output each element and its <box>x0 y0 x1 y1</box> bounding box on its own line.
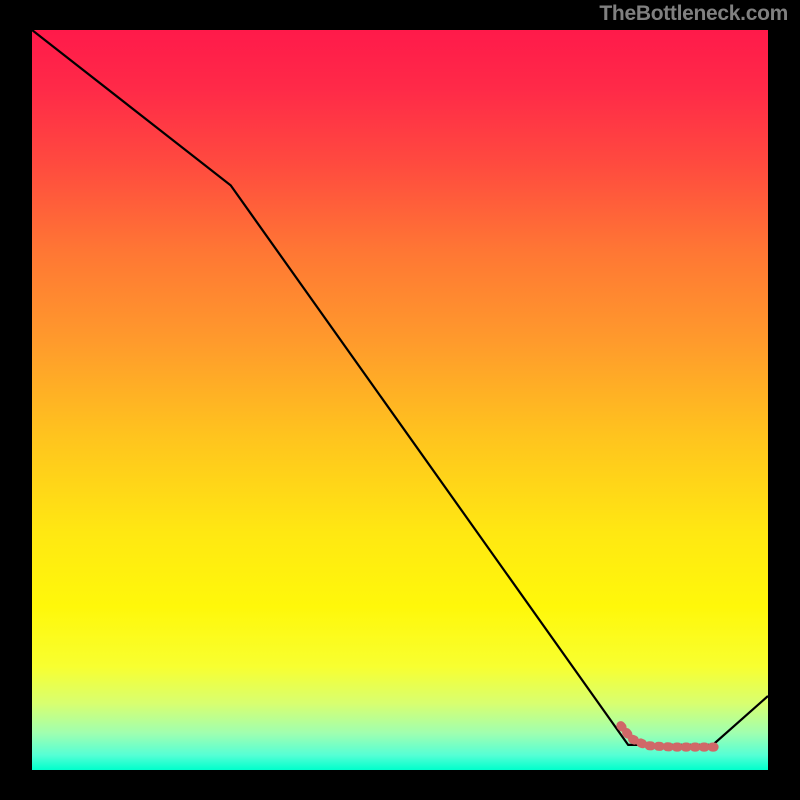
marker-curve <box>621 726 720 747</box>
chart-container: TheBottleneck.com <box>0 0 800 800</box>
plot-area <box>32 30 768 770</box>
watermark-text: TheBottleneck.com <box>599 2 788 26</box>
line-overlay <box>32 30 768 770</box>
main-line <box>32 30 768 745</box>
